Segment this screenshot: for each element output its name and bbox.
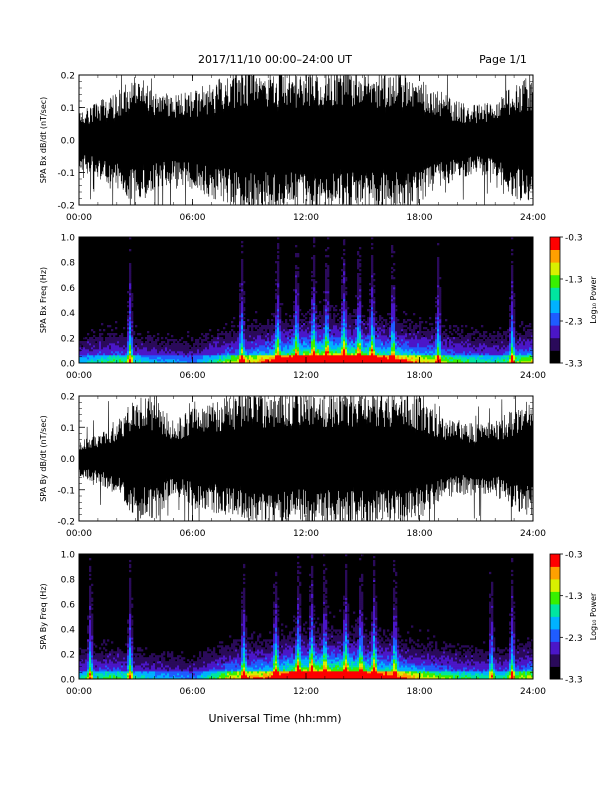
- x-tick-label: 12:00: [293, 687, 319, 697]
- waveform-trace: [79, 75, 533, 205]
- panel-bx-spectrogram: -0.3 -1.3 -2.3 -3.3 Log₁₀ Power 1.0 0.8 0.6 0.4 0…: [39, 234, 598, 382]
- x-tick-label: 18:00: [407, 213, 433, 223]
- y-tick-label: 0.0: [61, 137, 76, 147]
- panel-by-spectrogram: -0.3 -1.3 -2.3 -3.3 Log₁₀ Power 1.0 0.8 0.6 0.4 0…: [39, 551, 598, 698]
- colorbar: -0.3 -1.3 -2.3 -3.3 Log₁₀ Power: [549, 551, 598, 686]
- colorbar-tick-label: -2.3: [565, 634, 583, 644]
- colorbar-frame: [549, 236, 561, 364]
- y-tick-label: -0.1: [57, 169, 75, 179]
- figure-title: 2017/11/10 00:00–24:00 UT: [198, 53, 352, 66]
- y-tick-label: 0.6: [61, 284, 76, 294]
- x-tick-label: 06:00: [180, 371, 206, 381]
- y-axis-label: SPA Bx Freq (Hz): [39, 267, 48, 333]
- y-tick-label: 0.4: [61, 309, 76, 319]
- y-tick-label: 0.2: [61, 72, 75, 82]
- y-tick-label: -0.2: [57, 518, 75, 528]
- x-tick-label: 06:00: [180, 529, 206, 539]
- waveform-trace: [79, 396, 533, 521]
- y-tick-label: 1.0: [61, 551, 76, 561]
- y-axis-label: SPA Bx dB/dt (nT/sec): [39, 97, 48, 184]
- panel-bx-waveform: 0.2 0.1 0.0 -0.1 -0.200:00 06:00 12:00 18:00 24:…: [39, 72, 546, 224]
- y-tick-label: -0.2: [57, 202, 75, 212]
- x-tick-label: 12:00: [293, 213, 319, 223]
- colorbar-tick-label: -2.3: [565, 318, 583, 328]
- x-tick-label: 24:00: [520, 687, 546, 697]
- x-tick-label: 18:00: [407, 529, 433, 539]
- y-tick-label: 0.4: [61, 626, 76, 636]
- x-tick-label: 12:00: [293, 371, 319, 381]
- x-tick-label: 24:00: [520, 529, 546, 539]
- colorbar-frame: [549, 553, 561, 680]
- x-tick-label: 00:00: [66, 687, 92, 697]
- x-tick-label: 18:00: [407, 687, 433, 697]
- y-tick-label: -0.1: [57, 486, 75, 496]
- x-tick-label: 06:00: [180, 213, 206, 223]
- y-tick-label: 0.8: [61, 576, 76, 586]
- y-tick-label: 0.2: [61, 651, 75, 661]
- x-axis-title: Universal Time (hh:mm): [209, 712, 342, 725]
- panels: 0.20.10.0-0.1-0.200:00 06:00 12:00 18:00 24:…: [39, 72, 598, 698]
- colorbar-tick-label: -0.3: [565, 234, 583, 244]
- x-tick-label: 00:00: [66, 371, 92, 381]
- y-tick-label: 0.0: [61, 455, 76, 465]
- y-axis-label: SPA By Freq (Hz): [39, 583, 48, 649]
- x-tick-label: 06:00: [180, 687, 206, 697]
- y-tick-label: 0.2: [61, 334, 75, 344]
- colorbar-tick-label: -1.3: [565, 276, 583, 286]
- page-label: Page 1/1: [479, 53, 527, 66]
- colorbar-tick-label: -1.3: [565, 592, 583, 602]
- colorbar-tick-label: -3.3: [565, 360, 583, 370]
- y-tick-label: 1.0: [61, 234, 76, 244]
- x-tick-label: 24:00: [520, 213, 546, 223]
- y-tick-label: 0.8: [61, 259, 76, 269]
- y-tick-label: 0.0: [61, 676, 76, 686]
- x-tick-label: 00:00: [66, 213, 92, 223]
- y-tick-label: 0.1: [61, 424, 75, 434]
- y-tick-label: 0.1: [61, 104, 75, 114]
- x-tick-label: 12:00: [293, 529, 319, 539]
- y-axis-label: SPA By dB/dt (nT/sec): [39, 415, 48, 502]
- y-tick-label: 0.2: [61, 393, 75, 403]
- colorbar-label: Log₁₀ Power: [589, 276, 598, 324]
- x-tick-label: 24:00: [520, 371, 546, 381]
- colorbar: -0.3 -1.3 -2.3 -3.3 Log₁₀ Power: [549, 234, 598, 370]
- colorbar-tick-label: -3.3: [565, 676, 583, 686]
- x-tick-label: 00:00: [66, 529, 92, 539]
- colorbar-tick-label: -0.3: [565, 551, 583, 561]
- colorbar-label: Log₁₀ Power: [589, 592, 598, 640]
- x-tick-label: 18:00: [407, 371, 433, 381]
- y-tick-label: 0.6: [61, 601, 76, 611]
- y-tick-label: 0.0: [61, 360, 76, 370]
- panel-by-waveform: 0.2 0.1 0.0 -0.1 -0.200:00 06:00 12:00 18:00 24:…: [39, 393, 546, 540]
